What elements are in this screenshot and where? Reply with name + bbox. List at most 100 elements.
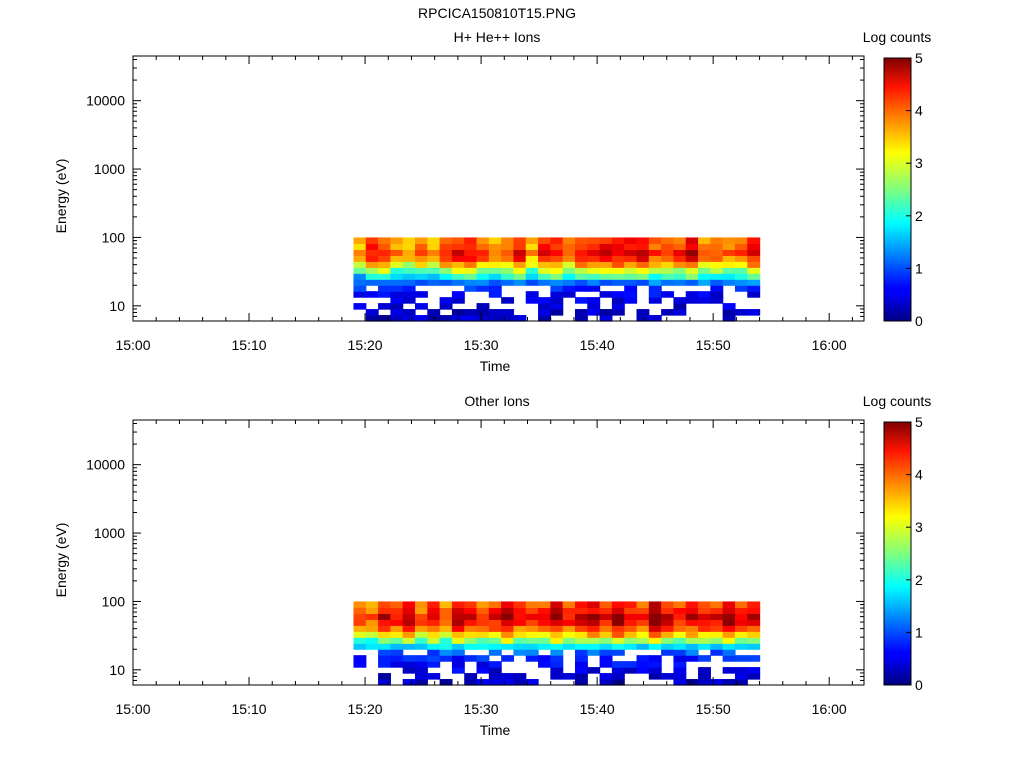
heatmap-cell: [599, 243, 613, 250]
heatmap-cell: [698, 297, 711, 304]
heatmap-cell: [464, 309, 478, 316]
heatmap-cell: [599, 601, 613, 609]
heatmap-cell: [365, 267, 379, 274]
heatmap-cell: [439, 655, 453, 662]
heatmap-cell: [648, 237, 662, 245]
heatmap-cell: [550, 613, 564, 620]
heatmap-cell: [685, 243, 699, 250]
heatmap-cell: [378, 279, 391, 286]
heatmap-cell: [710, 619, 724, 626]
heatmap-cell: [464, 619, 478, 626]
heatmap-cell: [451, 309, 465, 316]
heatmap-cell: [636, 273, 650, 280]
heatmap-cell: [661, 631, 675, 638]
heatmap-cell: [402, 631, 416, 638]
heatmap-cell: [698, 619, 711, 626]
heatmap-cell: [427, 625, 441, 632]
heatmap-cell: [439, 679, 453, 686]
heatmap-cell: [414, 655, 428, 662]
heatmap-cell: [574, 249, 588, 256]
heatmap-cell: [624, 607, 638, 614]
colorbar-tick-label: 5: [915, 414, 923, 430]
heatmap-cell: [464, 607, 478, 614]
heatmap-cell: [648, 643, 662, 650]
x-tick-label: 15:00: [115, 337, 150, 353]
heatmap-cell: [488, 667, 502, 674]
heatmap-cell: [710, 273, 724, 280]
heatmap-cell: [427, 619, 441, 626]
heatmap-cell: [390, 243, 404, 250]
heatmap-cell: [648, 279, 662, 286]
heatmap-cell: [599, 315, 613, 322]
heatmap-cell: [427, 655, 441, 662]
heatmap-cell: [673, 667, 687, 674]
heatmap-cell: [451, 649, 465, 656]
heatmap-cell: [624, 625, 638, 632]
heatmap-cell: [464, 637, 478, 644]
heatmap-cell: [414, 243, 428, 250]
heatmap-cell: [710, 285, 724, 292]
heatmap-cell: [574, 273, 588, 280]
heatmap-cell: [611, 661, 625, 668]
heatmap-cell: [365, 601, 379, 609]
heatmap-cell: [698, 655, 711, 662]
heatmap-cell: [513, 273, 527, 280]
heatmap-cell: [414, 315, 428, 322]
heatmap-cell: [624, 297, 638, 304]
panel-h-he-ions: H+ He++ Ions Log counts Energy (eV) Time…: [53, 29, 931, 374]
heatmap-cell: [390, 637, 404, 644]
heatmap-cell: [501, 643, 515, 650]
heatmap-cell: [685, 679, 699, 686]
heatmap-cell: [599, 637, 613, 644]
heatmap-cell: [439, 243, 453, 250]
heatmap-cell: [488, 607, 502, 614]
heatmap-cell: [451, 619, 465, 626]
heatmap-cell: [611, 303, 625, 310]
heatmap-cell: [414, 267, 428, 274]
heatmap-cell: [722, 607, 736, 614]
heatmap-cell: [698, 601, 711, 609]
heatmap-cell: [513, 607, 527, 614]
heatmap-cell: [636, 655, 650, 662]
x-tick-label: 15:50: [696, 337, 731, 353]
heatmap-cell: [747, 643, 761, 650]
heatmap-cell: [513, 649, 527, 656]
x-tick-label: 15:30: [464, 337, 499, 353]
heatmap-cell: [587, 297, 601, 304]
heatmap-cell: [611, 607, 625, 614]
heatmap-cell: [378, 679, 391, 686]
heatmap-cell: [390, 267, 404, 274]
heatmap-cell: [710, 625, 724, 632]
heatmap-cell: [501, 607, 515, 614]
heatmap-cell: [550, 619, 564, 626]
colorbar-gradient: [883, 57, 912, 322]
heatmap-cell: [488, 661, 502, 668]
heatmap-cell: [685, 261, 699, 268]
heatmap-cell: [402, 297, 416, 304]
x-tick-label: 15:00: [115, 701, 150, 717]
heatmap-cell: [464, 237, 478, 245]
heatmap-cell: [698, 679, 711, 686]
heatmap-cell: [685, 643, 699, 650]
heatmap-cell: [698, 673, 711, 680]
figure-title: RPCICA150810T15.PNG: [418, 5, 576, 21]
heatmap-cell: [661, 643, 675, 650]
heatmap-cell: [525, 625, 539, 632]
y-tick-label: 10: [109, 298, 125, 314]
heatmap-cell: [390, 303, 404, 310]
heatmap-cell: [673, 243, 687, 250]
heatmap-cell: [611, 679, 625, 686]
heatmap-cell: [525, 255, 539, 262]
heatmap-cell: [525, 619, 539, 626]
heatmap-cell: [685, 267, 699, 274]
heatmap-cell: [476, 249, 490, 256]
x-tick-label: 15:40: [580, 337, 615, 353]
heatmap-cell: [624, 613, 638, 620]
heatmap-cell: [599, 619, 613, 626]
heatmap-cell: [698, 291, 711, 298]
heatmap-cell: [390, 261, 404, 268]
heatmap-cell: [513, 643, 527, 650]
heatmap-cell: [611, 243, 625, 250]
heatmap-cell: [439, 637, 453, 644]
heatmap-cell: [365, 625, 379, 632]
